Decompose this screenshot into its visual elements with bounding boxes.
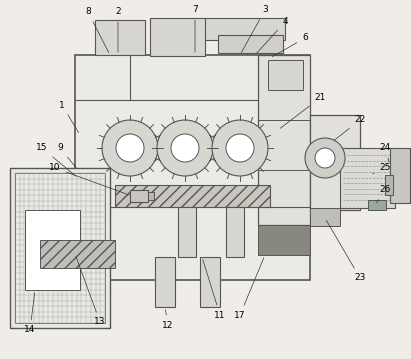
Bar bbox=[15, 173, 105, 323]
Text: 21: 21 bbox=[280, 93, 326, 128]
Circle shape bbox=[157, 120, 213, 176]
Bar bbox=[200, 257, 220, 307]
Text: 17: 17 bbox=[234, 257, 264, 320]
Bar bbox=[390, 148, 410, 203]
Bar bbox=[115, 185, 270, 207]
Text: 11: 11 bbox=[203, 260, 226, 320]
Bar bbox=[148, 192, 154, 200]
Bar bbox=[200, 18, 285, 40]
Text: 23: 23 bbox=[326, 220, 366, 283]
Text: 2: 2 bbox=[115, 8, 121, 52]
Text: 9: 9 bbox=[57, 144, 76, 168]
Bar bbox=[10, 168, 110, 328]
Circle shape bbox=[171, 134, 199, 162]
Bar bbox=[95, 20, 145, 55]
Bar bbox=[40, 240, 115, 268]
Bar bbox=[310, 208, 340, 226]
Circle shape bbox=[116, 134, 144, 162]
Bar bbox=[25, 210, 80, 290]
Text: 26: 26 bbox=[376, 186, 391, 203]
Text: 13: 13 bbox=[76, 257, 106, 326]
Bar bbox=[75, 55, 310, 280]
Text: 3: 3 bbox=[241, 5, 268, 52]
Text: 15: 15 bbox=[36, 144, 76, 176]
Bar bbox=[226, 207, 244, 257]
Text: 1: 1 bbox=[59, 101, 79, 132]
Bar bbox=[155, 257, 175, 307]
Bar bbox=[218, 35, 283, 53]
Circle shape bbox=[315, 148, 335, 168]
Bar bbox=[178, 207, 196, 257]
Text: 12: 12 bbox=[162, 310, 174, 330]
Text: 10: 10 bbox=[49, 163, 129, 195]
Bar bbox=[385, 175, 393, 195]
Circle shape bbox=[212, 120, 268, 176]
Circle shape bbox=[305, 138, 345, 178]
Text: 24: 24 bbox=[379, 144, 390, 162]
Bar bbox=[258, 55, 310, 225]
Text: 25: 25 bbox=[372, 163, 391, 174]
Text: 4: 4 bbox=[257, 18, 288, 53]
Bar bbox=[268, 60, 303, 90]
Text: 14: 14 bbox=[24, 293, 36, 335]
Bar bbox=[258, 225, 310, 255]
Circle shape bbox=[102, 120, 158, 176]
Bar bbox=[130, 190, 148, 202]
Bar bbox=[368, 200, 386, 210]
Circle shape bbox=[226, 134, 254, 162]
Text: 8: 8 bbox=[85, 8, 109, 52]
Text: 6: 6 bbox=[272, 33, 308, 57]
Text: 22: 22 bbox=[334, 116, 366, 140]
Text: 7: 7 bbox=[192, 5, 198, 52]
Bar bbox=[340, 148, 395, 208]
Bar bbox=[310, 115, 360, 210]
Bar bbox=[150, 18, 205, 56]
